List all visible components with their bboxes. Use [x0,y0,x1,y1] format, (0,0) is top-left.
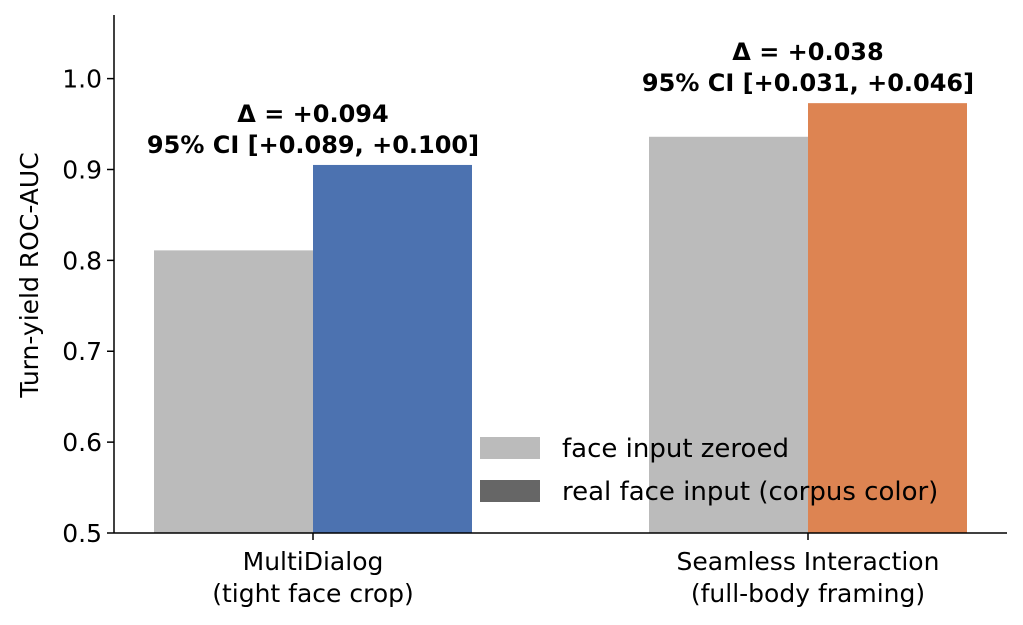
y-tick-label: 0.6 [62,428,102,457]
y-tick-label: 1.0 [62,65,102,94]
legend: face input zeroed real face input (corpus… [480,434,938,507]
delta-annotation: Δ = +0.094 95% CI [+0.089, +0.100] [147,100,479,159]
legend-swatch [480,480,540,502]
legend-label: real face input (corpus color) [562,477,938,507]
x-ticks-group: MultiDialog (tight face crop) Seamless Int… [212,533,939,608]
bars-group [154,103,967,533]
y-ticks-group: 0.5 0.6 0.7 0.8 0.9 1.0 [62,65,114,548]
y-tick-label: 0.7 [62,337,102,366]
y-axis-label: Turn-yield ROC-AUC [15,152,44,398]
x-tick-label: Seamless Interaction (full-body framing) [677,547,940,608]
annotations-group: Δ = +0.094 95% CI [+0.089, +0.100] Δ = +0.… [147,38,974,159]
y-tick-label: 0.8 [62,246,102,275]
bar-real-1 [808,103,967,533]
y-tick-label: 0.9 [62,155,102,184]
bar-real-0 [313,164,472,533]
legend-swatch [480,437,540,459]
axes-group [113,15,1007,534]
legend-label: face input zeroed [562,434,789,464]
bar-zeroed-1 [649,136,808,533]
delta-annotation: Δ = +0.038 95% CI [+0.031, +0.046] [642,38,974,97]
bar-zeroed-0 [154,250,313,533]
y-tick-label: 0.5 [62,519,102,548]
x-tick-label: MultiDialog (tight face crop) [212,547,414,608]
